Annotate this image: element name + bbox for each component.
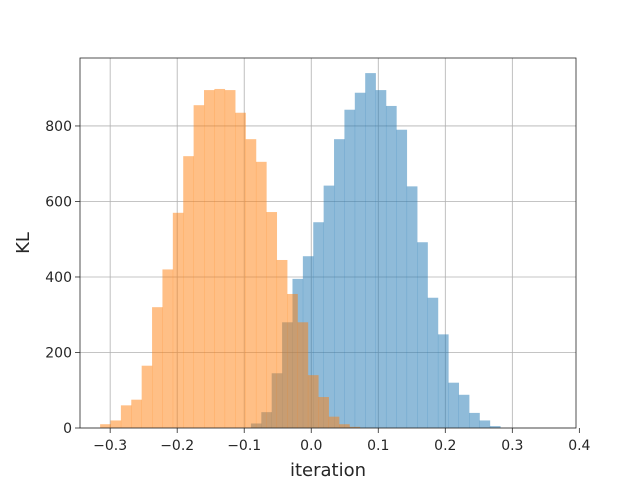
y-tick-label: 800: [45, 119, 72, 135]
histogram-bar-series-2: [235, 112, 246, 428]
histogram-bar-series-1: [437, 334, 449, 428]
histogram-bar-series-2: [131, 399, 142, 428]
histogram-bar-series-2: [172, 212, 184, 428]
x-tick-label: 0.2: [434, 438, 456, 454]
histogram-bar-series-2: [339, 424, 350, 428]
histogram-bar-series-1: [354, 92, 366, 429]
histogram-bar-series-1: [344, 109, 356, 428]
histogram-bars: [100, 73, 501, 429]
histogram-bar-series-2: [141, 365, 153, 428]
y-tick-label: 200: [45, 345, 72, 361]
plot-frame: [79, 57, 577, 429]
histogram-bar-series-2: [214, 88, 226, 429]
y-tick-label: 600: [45, 194, 72, 210]
histogram-bar-series-2: [287, 293, 298, 428]
x-tick-label: −0.3: [93, 438, 127, 454]
histogram-bar-series-2: [183, 156, 194, 428]
histogram-bar-series-2: [204, 90, 215, 429]
histogram-bar-series-2: [276, 259, 288, 428]
x-tick-label: 0.1: [367, 438, 389, 454]
histogram-bar-series-2: [255, 161, 267, 428]
histogram-bar-series-1: [323, 185, 335, 428]
x-tick-label: 0.4: [568, 438, 590, 454]
histogram-bar-series-1: [302, 256, 314, 428]
histogram-bar-series-2: [307, 375, 319, 428]
histogram-bar-series-1: [479, 420, 491, 428]
histogram-bar-series-1: [375, 90, 387, 429]
histogram-bar-series-2: [162, 269, 174, 428]
histogram-bar-series-1: [334, 139, 345, 428]
axis-ticks: −0.3 −0.2 −0.1 0.0 0.1 0.2 0.3 0.4 0 200 400 600 800: [45, 119, 590, 454]
x-tick-label: 0.0: [300, 438, 322, 454]
histogram-bar-series-2: [224, 90, 236, 429]
histogram-bar-series-2: [193, 105, 205, 428]
histogram-bar-series-1: [365, 73, 376, 428]
histogram-bar-series-2: [245, 139, 257, 428]
histogram-bar-series-2: [110, 420, 122, 428]
x-tick-label: −0.1: [227, 438, 261, 454]
histogram-bar-series-1: [417, 242, 428, 428]
histogram-bar-series-2: [266, 212, 278, 428]
histogram-bar-series-1: [406, 186, 418, 428]
histogram-bar-series-2: [152, 307, 163, 428]
histogram-bar-series-2: [297, 322, 309, 428]
y-tick-label: 400: [45, 270, 72, 286]
histogram-bar-series-1: [469, 412, 480, 428]
histogram-bar-series-1: [385, 105, 397, 429]
histogram-bar-series-2: [349, 426, 361, 428]
x-tick-label: 0.3: [501, 438, 523, 454]
histogram-bar-series-1: [427, 297, 439, 428]
histogram-bar-series-2: [328, 416, 340, 428]
histogram-bar-series-1: [313, 222, 324, 428]
histogram-bar-series-1: [458, 394, 470, 428]
y-axis-label: KL: [13, 232, 34, 254]
histogram-bar-series-1: [489, 426, 501, 428]
x-axis-label: iteration: [290, 460, 366, 480]
histogram-bar-series-2: [120, 405, 132, 428]
x-tick-label: −0.2: [160, 438, 194, 454]
histogram-bar-series-2: [318, 397, 329, 428]
histogram-bar-series-1: [448, 382, 460, 428]
y-tick-label: 0: [63, 421, 72, 437]
histogram-bar-series-1: [396, 129, 408, 429]
histogram-bar-series-2: [100, 424, 111, 428]
